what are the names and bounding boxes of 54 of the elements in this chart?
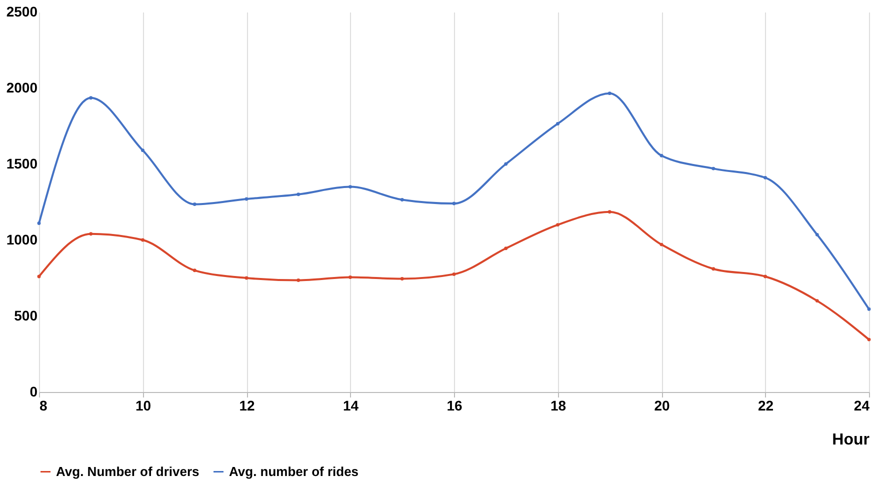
- y-tick-label: 1500: [6, 156, 38, 172]
- y-tick-label: 1000: [6, 232, 38, 248]
- x-tick-label: 22: [758, 398, 774, 414]
- point: [815, 232, 819, 236]
- point: [141, 148, 144, 152]
- point: [192, 268, 196, 272]
- point: [400, 198, 404, 202]
- point: [348, 276, 352, 279]
- point: [504, 246, 508, 250]
- point: [712, 267, 716, 271]
- point: [504, 162, 508, 166]
- point: [89, 232, 93, 236]
- point: [296, 278, 300, 282]
- y-tick-label: 0: [30, 384, 38, 400]
- x-axis-title: Hour: [832, 432, 870, 448]
- point: [660, 154, 664, 158]
- point: [244, 276, 248, 280]
- point: [400, 277, 404, 280]
- point: [867, 307, 871, 311]
- point: [867, 338, 871, 342]
- point: [660, 242, 664, 246]
- point: [192, 202, 196, 206]
- line-series: [37, 92, 871, 311]
- point: [764, 274, 767, 278]
- y-tick-label: 500: [14, 308, 38, 324]
- point: [37, 222, 41, 226]
- x-tick-label: 24: [854, 398, 870, 414]
- y-tick-label: 2000: [6, 80, 38, 96]
- point: [141, 238, 144, 242]
- point: [608, 92, 612, 96]
- x-tick-label: 16: [446, 398, 462, 414]
- y-tick-label: 2500: [6, 4, 38, 20]
- x-tick-label: 10: [135, 398, 152, 414]
- point: [608, 210, 612, 214]
- x-tick-label: 12: [239, 398, 255, 414]
- x-tick-label: 18: [550, 398, 566, 414]
- point: [556, 223, 560, 227]
- point: [37, 274, 41, 278]
- point: [815, 299, 819, 303]
- point: [244, 197, 248, 201]
- legend-label: Avg. number of rides: [229, 464, 359, 479]
- point: [556, 122, 560, 126]
- point: [89, 96, 93, 100]
- line-series: [37, 210, 871, 342]
- point: [452, 272, 456, 276]
- point: [348, 185, 352, 189]
- x-tick-label: 8: [40, 398, 48, 414]
- point: [712, 166, 716, 170]
- x-tick-label: 14: [342, 398, 359, 414]
- point: [296, 192, 300, 196]
- point: [764, 176, 767, 180]
- x-tick-label: 20: [654, 398, 670, 414]
- point: [452, 202, 456, 206]
- legend-label: Avg. Number of drivers: [56, 464, 200, 479]
